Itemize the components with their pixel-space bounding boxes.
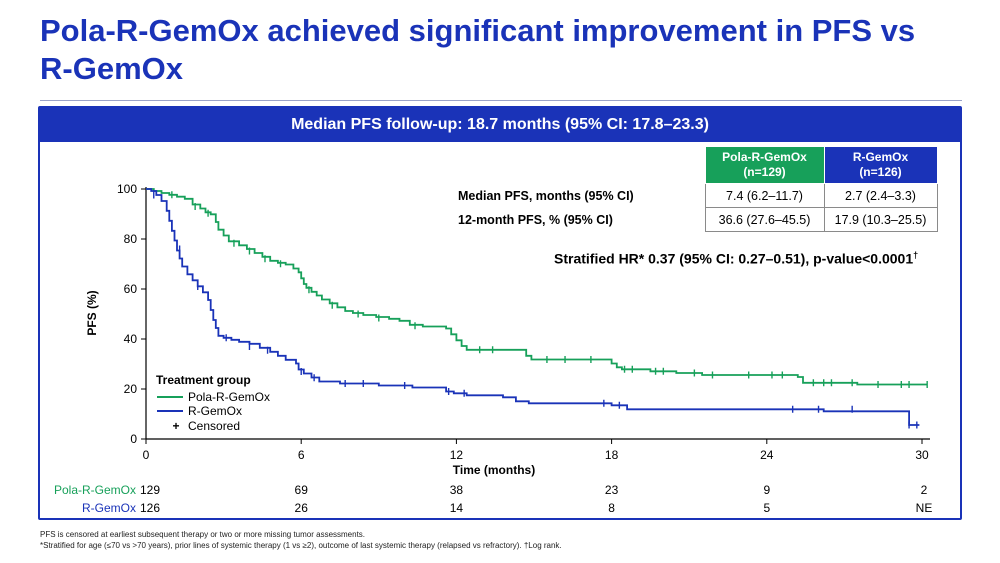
y-tick-label: 80: [124, 232, 138, 246]
x-axis-label: Time (months): [453, 463, 535, 477]
x-tick-label: 0: [143, 448, 150, 462]
x-tick-label: 12: [450, 448, 464, 462]
legend-censored-label: Censored: [188, 419, 240, 433]
risk-value: 14: [450, 501, 464, 515]
legend: Treatment group Pola-R-GemOx R-GemOx + C…: [156, 373, 270, 433]
stats-header-rgemox-name: R-GemOx: [852, 150, 909, 164]
stats-value-rgemox: 2.7 (2.4–3.3): [823, 183, 938, 208]
km-curve-pola: [146, 188, 928, 386]
risk-value: NE: [916, 501, 933, 515]
y-ticks: 0 20 40 60 80 100: [117, 182, 146, 446]
panel-header: Median PFS follow-up: 18.7 months (95% C…: [40, 108, 960, 142]
slide-title: Pola-R-GemOx achieved significant improv…: [40, 13, 916, 86]
stats-header-pola: Pola-R-GemOx (n=129): [704, 146, 825, 184]
footnote-1: PFS is censored at earliest subsequent t…: [40, 530, 366, 539]
risk-value: 129: [140, 483, 160, 497]
stats-value-pola: 7.4 (6.2–11.7): [704, 183, 824, 208]
x-tick-label: 30: [915, 448, 929, 462]
footnote-2: *Stratified for age (≤70 vs >70 years), …: [40, 541, 562, 550]
y-tick-label: 100: [117, 182, 137, 196]
stats-value-pola: 36.6 (27.6–45.5): [704, 207, 824, 232]
x-tick-label: 6: [298, 448, 305, 462]
risk-value: 23: [605, 483, 619, 497]
y-tick-label: 0: [130, 432, 137, 446]
x-ticks: 0 6 12 18 24 30: [143, 439, 929, 462]
risk-row-label: R-GemOx: [82, 501, 136, 515]
x-tick-label: 24: [760, 448, 774, 462]
risk-value: 5: [763, 501, 770, 515]
legend-title: Treatment group: [156, 373, 251, 387]
risk-value: 2: [921, 483, 928, 497]
stats-header-rgemox: R-GemOx (n=126): [823, 146, 938, 184]
y-tick-label: 20: [124, 382, 138, 396]
stats-header-row: Pola-R-GemOx (n=129) R-GemOx (n=126): [452, 146, 938, 184]
results-panel: Median PFS follow-up: 18.7 months (95% C…: [38, 106, 962, 520]
risk-value: 26: [295, 501, 309, 515]
stats-header-pola-n: (n=129): [743, 165, 786, 179]
risk-value: 126: [140, 501, 160, 515]
hazard-ratio-text: Stratified HR* 0.37 (95% CI: 0.27–0.51),…: [554, 250, 918, 267]
risk-value: 69: [295, 483, 309, 497]
y-axis-label: PFS (%): [85, 290, 99, 335]
censored-marker-icon: +: [172, 419, 179, 433]
x-tick-label: 18: [605, 448, 619, 462]
risk-value: 38: [450, 483, 464, 497]
stats-value-rgemox: 17.9 (10.3–25.5): [823, 207, 938, 232]
stats-row-12month: 12-month PFS, % (95% CI) 36.6 (27.6–45.5…: [452, 207, 938, 232]
risk-value: 8: [608, 501, 615, 515]
stats-row-median: Median PFS, months (95% CI) 7.4 (6.2–11.…: [452, 183, 938, 208]
y-tick-label: 40: [124, 332, 138, 346]
stats-row-label: 12-month PFS, % (95% CI): [458, 212, 613, 227]
hazard-ratio-value: Stratified HR* 0.37 (95% CI: 0.27–0.51),…: [554, 250, 914, 267]
y-tick-label: 60: [124, 282, 138, 296]
legend-rgemox-label: R-GemOx: [188, 404, 242, 418]
risk-row-label: Pola-R-GemOx: [54, 483, 136, 497]
stats-header-rgemox-n: (n=126): [859, 165, 902, 179]
legend-pola-label: Pola-R-GemOx: [188, 390, 270, 404]
stats-header-pola-name: Pola-R-GemOx: [722, 150, 807, 164]
risk-value: 9: [763, 483, 770, 497]
number-at-risk-table: Pola-R-GemOx 129 69 38 23 9 2 R-GemOx 126 26 14 8 5 N…: [54, 483, 932, 515]
km-curves: [146, 188, 928, 429]
title-divider: [40, 100, 962, 101]
pfs-stats-table: Pola-R-GemOx (n=129) R-GemOx (n=126) Media…: [452, 146, 938, 232]
hazard-ratio-mark: †: [913, 250, 919, 260]
chart-axes: [145, 187, 930, 440]
stats-row-label: Median PFS, months (95% CI): [458, 188, 634, 203]
